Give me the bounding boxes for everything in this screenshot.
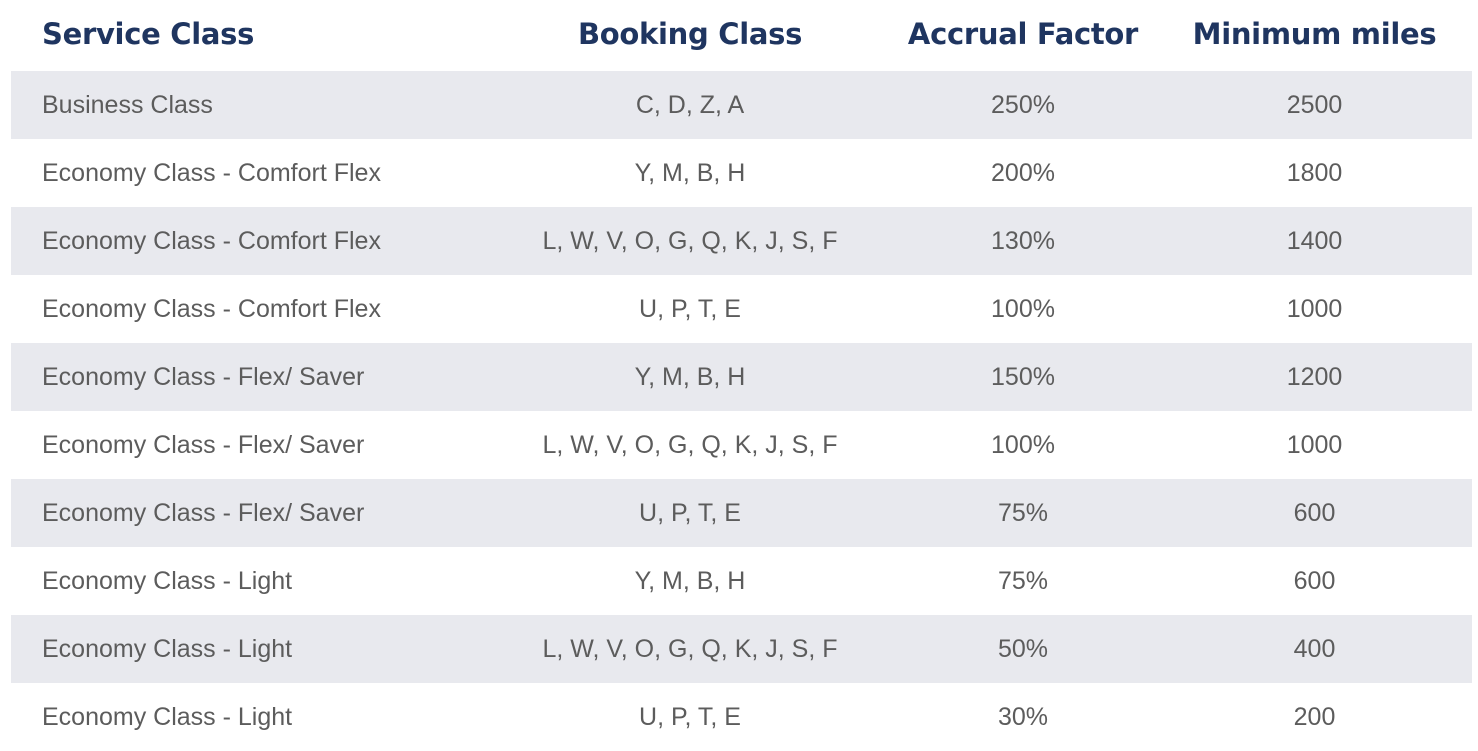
cell-booking-class: Y, M, B, H xyxy=(491,343,889,411)
cell-minimum-miles: 2500 xyxy=(1157,71,1472,139)
cell-accrual-factor: 30% xyxy=(889,683,1157,751)
table-row: Economy Class - Comfort Flex U, P, T, E … xyxy=(11,275,1472,343)
cell-service-class: Economy Class - Comfort Flex xyxy=(11,275,491,343)
header-accrual-factor: Accrual Factor xyxy=(907,16,1139,51)
cell-accrual-factor: 150% xyxy=(889,343,1157,411)
table-row: Economy Class - Light U, P, T, E 30% 200 xyxy=(11,683,1472,751)
cell-minimum-miles: 1400 xyxy=(1157,207,1472,275)
cell-accrual-factor: 50% xyxy=(889,615,1157,683)
cell-accrual-factor: 130% xyxy=(889,207,1157,275)
cell-accrual-factor: 75% xyxy=(889,479,1157,547)
cell-accrual-factor: 100% xyxy=(889,411,1157,479)
header-service-class: Service Class xyxy=(42,16,255,51)
cell-minimum-miles: 1000 xyxy=(1157,411,1472,479)
cell-booking-class: Y, M, B, H xyxy=(491,139,889,207)
table-row: Economy Class - Flex/ Saver L, W, V, O, … xyxy=(11,411,1472,479)
table-body: Business Class C, D, Z, A 250% 2500 Econ… xyxy=(11,71,1472,751)
cell-service-class: Economy Class - Light xyxy=(11,615,491,683)
table-row: Economy Class - Light L, W, V, O, G, Q, … xyxy=(11,615,1472,683)
cell-service-class: Economy Class - Flex/ Saver xyxy=(11,411,491,479)
cell-service-class: Economy Class - Light xyxy=(11,683,491,751)
miles-accrual-table: Service Class Booking Class Accrual Fact… xyxy=(11,0,1472,751)
cell-minimum-miles: 200 xyxy=(1157,683,1472,751)
table-row: Economy Class - Flex/ Saver U, P, T, E 7… xyxy=(11,479,1472,547)
cell-booking-class: U, P, T, E xyxy=(491,275,889,343)
cell-booking-class: U, P, T, E xyxy=(491,479,889,547)
cell-minimum-miles: 1200 xyxy=(1157,343,1472,411)
header-minimum-miles: Minimum miles xyxy=(1192,16,1437,51)
cell-booking-class: L, W, V, O, G, Q, K, J, S, F xyxy=(491,411,889,479)
cell-service-class: Economy Class - Comfort Flex xyxy=(11,139,491,207)
cell-minimum-miles: 400 xyxy=(1157,615,1472,683)
cell-service-class: Economy Class - Light xyxy=(11,547,491,615)
cell-service-class: Economy Class - Flex/ Saver xyxy=(11,343,491,411)
table-header: Service Class Booking Class Accrual Fact… xyxy=(11,0,1472,71)
cell-minimum-miles: 600 xyxy=(1157,479,1472,547)
cell-minimum-miles: 1800 xyxy=(1157,139,1472,207)
cell-accrual-factor: 200% xyxy=(889,139,1157,207)
cell-booking-class: L, W, V, O, G, Q, K, J, S, F xyxy=(491,207,889,275)
cell-minimum-miles: 600 xyxy=(1157,547,1472,615)
table-row: Economy Class - Flex/ Saver Y, M, B, H 1… xyxy=(11,343,1472,411)
cell-booking-class: C, D, Z, A xyxy=(491,71,889,139)
cell-service-class: Economy Class - Flex/ Saver xyxy=(11,479,491,547)
table-row: Economy Class - Comfort Flex Y, M, B, H … xyxy=(11,139,1472,207)
cell-booking-class: Y, M, B, H xyxy=(491,547,889,615)
table-row: Business Class C, D, Z, A 250% 2500 xyxy=(11,71,1472,139)
cell-accrual-factor: 250% xyxy=(889,71,1157,139)
cell-minimum-miles: 1000 xyxy=(1157,275,1472,343)
cell-accrual-factor: 75% xyxy=(889,547,1157,615)
cell-service-class: Business Class xyxy=(11,71,491,139)
cell-booking-class: U, P, T, E xyxy=(491,683,889,751)
table-row: Economy Class - Comfort Flex L, W, V, O,… xyxy=(11,207,1472,275)
table-row: Economy Class - Light Y, M, B, H 75% 600 xyxy=(11,547,1472,615)
header-row: Service Class Booking Class Accrual Fact… xyxy=(11,0,1472,71)
header-booking-class: Booking Class xyxy=(577,16,803,51)
cell-booking-class: L, W, V, O, G, Q, K, J, S, F xyxy=(491,615,889,683)
cell-accrual-factor: 100% xyxy=(889,275,1157,343)
cell-service-class: Economy Class - Comfort Flex xyxy=(11,207,491,275)
